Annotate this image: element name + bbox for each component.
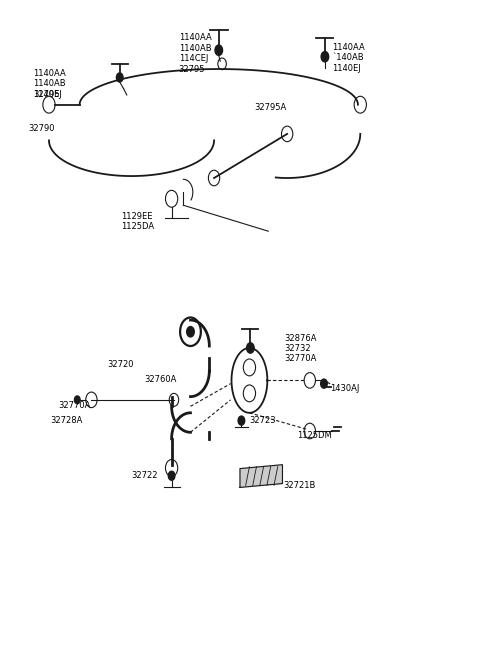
Text: 1125DM: 1125DM xyxy=(297,431,331,440)
Circle shape xyxy=(168,471,175,480)
Text: 1140AA
1140AB
114CEJ
32795: 1140AA 1140AB 114CEJ 32795 xyxy=(179,34,211,74)
Circle shape xyxy=(247,343,254,353)
Polygon shape xyxy=(240,464,282,487)
Text: 1430AJ: 1430AJ xyxy=(331,384,360,393)
Text: 32720: 32720 xyxy=(107,359,133,369)
Text: 32795A: 32795A xyxy=(254,102,287,112)
Text: 32790: 32790 xyxy=(29,124,55,133)
Text: 1140AA
`140AB
1140EJ: 1140AA `140AB 1140EJ xyxy=(332,43,365,73)
Circle shape xyxy=(321,379,327,388)
Text: 32723: 32723 xyxy=(250,416,276,425)
Text: 32770A: 32770A xyxy=(59,401,91,410)
Text: 1140AA
1140AB
1140EJ: 1140AA 1140AB 1140EJ xyxy=(34,69,66,99)
Circle shape xyxy=(321,51,329,62)
Text: 32876A
32732
32770A: 32876A 32732 32770A xyxy=(284,334,316,363)
Text: 32795: 32795 xyxy=(34,90,60,99)
Text: 32760A: 32760A xyxy=(145,375,177,384)
Text: 32722: 32722 xyxy=(132,471,158,480)
Circle shape xyxy=(215,45,223,55)
Text: 32728A: 32728A xyxy=(50,416,83,425)
Circle shape xyxy=(187,327,194,337)
Text: 1129EE
1125DA: 1129EE 1125DA xyxy=(121,212,154,231)
Circle shape xyxy=(74,396,80,404)
Circle shape xyxy=(117,73,123,82)
Text: 32721B: 32721B xyxy=(283,481,316,490)
Circle shape xyxy=(238,416,245,425)
